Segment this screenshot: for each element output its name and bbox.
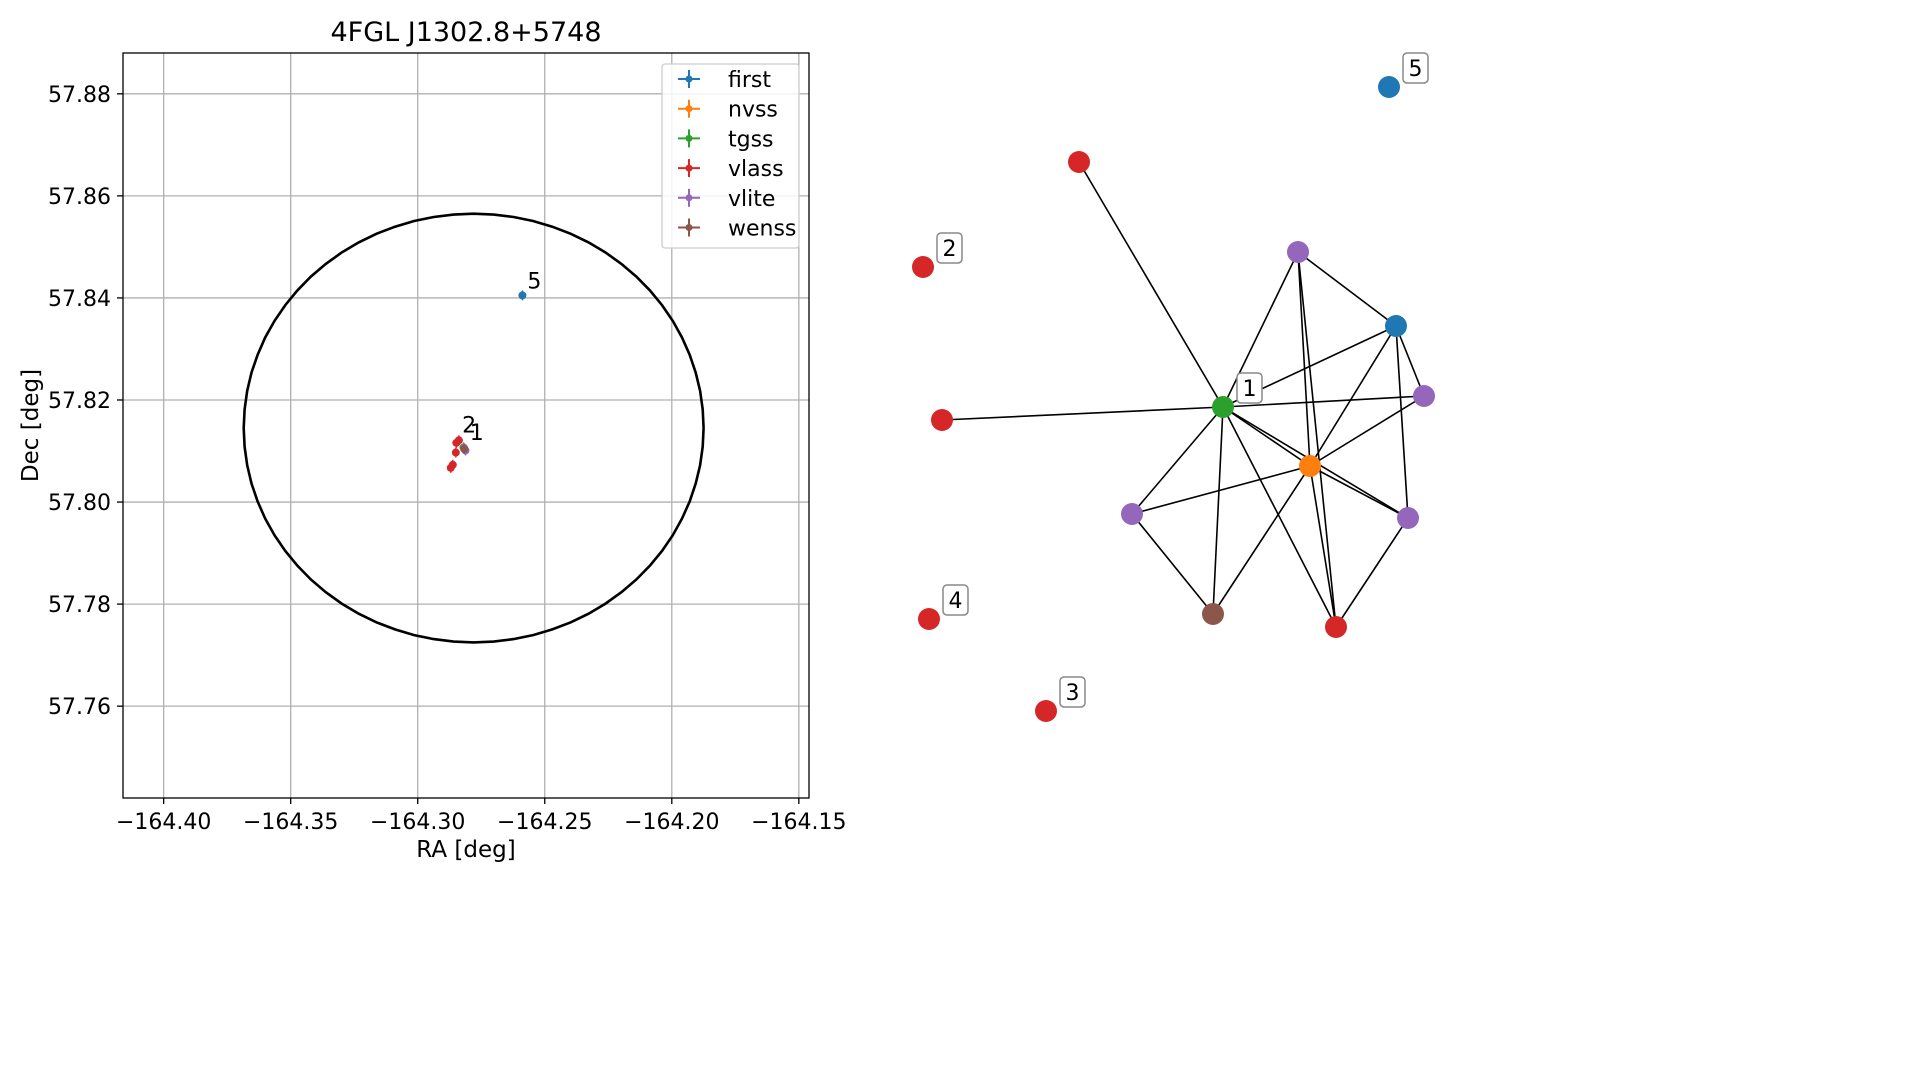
network-graph: 1 5 2 4 3 <box>912 52 1435 722</box>
legend-dot-first <box>685 75 693 83</box>
graph-edge <box>1335 517 1409 628</box>
x-tick-label: −164.20 <box>624 810 719 835</box>
error-ellipse <box>242 212 705 644</box>
legend-dot-vlass <box>685 164 693 172</box>
legend-dot-nvss <box>685 105 693 113</box>
legend-label-first: first <box>728 68 771 93</box>
graph-node-vlass <box>918 608 940 630</box>
y-tick-label: 57.76 <box>48 695 111 720</box>
graph-edge <box>941 406 1224 421</box>
y-tick-label: 57.82 <box>48 389 111 414</box>
chart-title: 4FGL J1302.8+5748 <box>330 17 601 48</box>
graph-edge <box>1309 325 1397 467</box>
point-annotation: 5 <box>527 269 541 294</box>
y-tick-label: 57.88 <box>48 83 111 108</box>
graph-edge <box>1309 465 1337 628</box>
graph-node-vlass <box>1325 616 1347 638</box>
graph-edge <box>1222 395 1425 408</box>
x-axis-ticks: −164.40 −164.35 −164.30 −164.25 −164.20 −164.… <box>116 798 847 835</box>
graph-edge <box>1212 465 1311 615</box>
graph-node-vlass <box>1035 700 1057 722</box>
graph-nodes <box>912 76 1435 722</box>
graph-node-label-box <box>942 584 969 616</box>
graph-edge <box>1297 251 1337 628</box>
x-tick-label: −164.40 <box>116 810 211 835</box>
legend-dot-wenss <box>685 224 693 231</box>
graph-edge <box>1131 465 1311 515</box>
graph-edge <box>1309 395 1425 467</box>
legend-label-vlass: vlass <box>728 157 784 182</box>
legend-box <box>661 63 800 249</box>
graph-edge <box>1395 325 1409 519</box>
y-tick-label: 57.86 <box>48 185 111 210</box>
y-axis-title: Dec [deg] <box>18 369 44 482</box>
graph-node-vlite <box>1397 507 1419 529</box>
error-ellipse-path <box>242 212 705 644</box>
y-tick-label: 57.80 <box>48 491 111 516</box>
point-vlass <box>454 436 463 445</box>
graph-node-label-box <box>936 232 963 264</box>
graph-node-vlass <box>1068 151 1090 173</box>
graph-node-first <box>1385 315 1407 337</box>
axes-frame <box>122 52 810 799</box>
graph-node-label-box <box>1402 52 1429 84</box>
data-points <box>446 290 527 473</box>
legend: first nvss tgss vlass vlite wenss <box>661 63 800 249</box>
legend-dot-vlite <box>685 194 693 202</box>
y-axis-ticks: 57.76 57.78 57.80 57.82 57.84 57.86 57.88 <box>48 83 123 720</box>
graph-node-vlite <box>1287 241 1309 263</box>
point-annotations: 5 21 <box>462 269 541 446</box>
graph-edge <box>1131 406 1224 515</box>
graph-node-label: 4 <box>949 589 963 614</box>
graph-node-vlite <box>1413 385 1435 407</box>
graph-node-nvss <box>1299 455 1321 477</box>
x-axis-title: RA [deg] <box>416 837 515 863</box>
graph-edge <box>1131 513 1214 615</box>
point-vlass <box>446 463 455 472</box>
graph-node-label: 5 <box>1409 57 1423 82</box>
graph-node-vlite <box>1121 503 1143 525</box>
graph-node-label: 1 <box>1243 377 1257 402</box>
graph-node-label: 3 <box>1066 681 1080 706</box>
legend-label-vlite: vlite <box>728 187 775 212</box>
point-vlass <box>451 448 460 457</box>
point-annotation: 1 <box>470 421 484 446</box>
graph-node-vlass <box>912 256 934 278</box>
legend-dot-tgss <box>685 134 693 142</box>
legend-label-tgss: tgss <box>728 127 774 152</box>
graph-node-label: 2 <box>943 237 957 262</box>
graph-edge <box>1078 161 1224 408</box>
x-tick-label: −164.15 <box>751 810 846 835</box>
graph-node-label-box <box>1059 676 1086 708</box>
graph-node-first <box>1378 76 1400 98</box>
graph-edge <box>1297 251 1397 327</box>
legend-label-wenss: wenss <box>728 217 796 242</box>
y-tick-label: 57.78 <box>48 593 111 618</box>
graph-node-tgss <box>1212 396 1234 418</box>
graph-edge <box>1222 406 1337 628</box>
point-annotation: 2 <box>462 413 476 438</box>
x-tick-label: −164.25 <box>497 810 592 835</box>
graph-edge <box>1222 251 1299 408</box>
graph-edge <box>1222 406 1311 467</box>
legend-label-nvss: nvss <box>728 98 778 123</box>
graph-node-vlass <box>931 409 953 431</box>
graph-edge <box>1212 406 1224 615</box>
x-tick-label: −164.35 <box>243 810 338 835</box>
y-tick-label: 57.84 <box>48 287 111 312</box>
graph-node-label-box <box>1236 372 1263 404</box>
graph-edge <box>1309 465 1409 519</box>
graph-node-labels: 1 5 2 4 3 <box>936 52 1429 708</box>
graph-edge <box>1395 325 1425 397</box>
point-wenss <box>460 444 469 453</box>
x-tick-label: −164.30 <box>370 810 465 835</box>
graph-edges <box>941 161 1425 628</box>
point-first <box>518 291 527 300</box>
graph-node-wenss <box>1202 603 1224 625</box>
graph-edge <box>1297 251 1311 467</box>
scatter-plot: 521 −164.40 −164.35 −164.30 −164.25 −164.20−… <box>18 17 847 863</box>
